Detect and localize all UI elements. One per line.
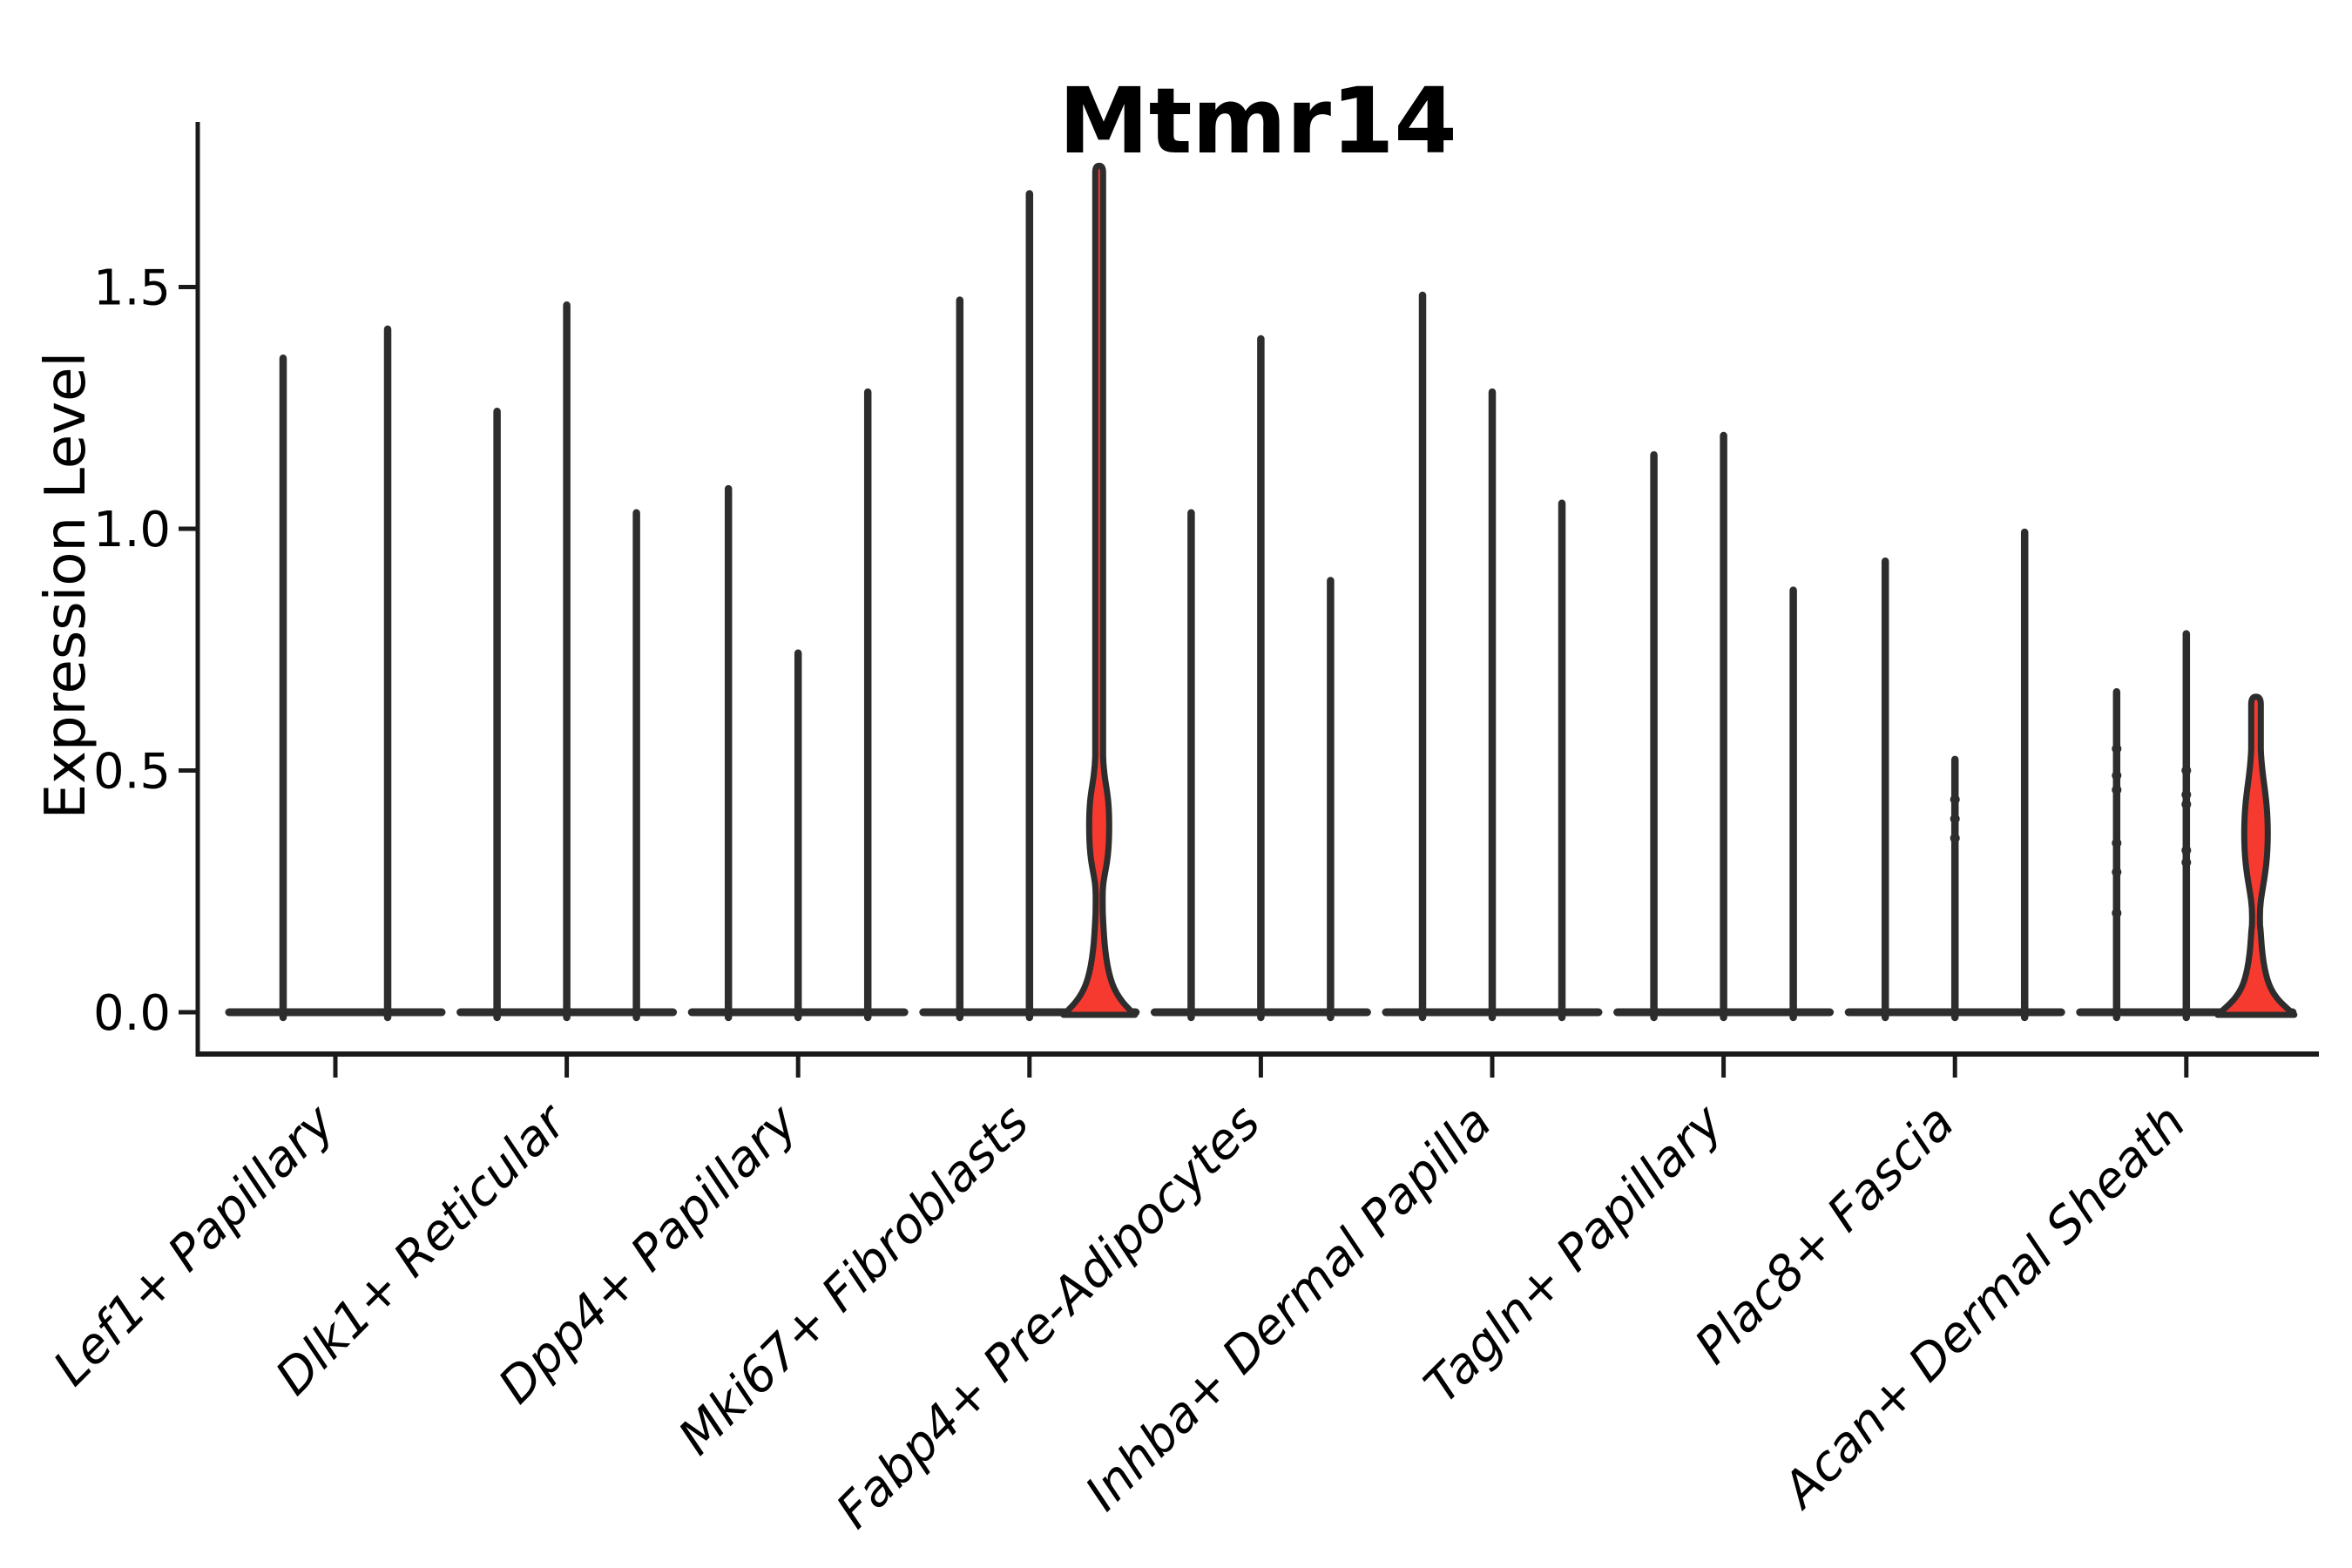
expression-point	[2112, 838, 2122, 848]
x-tick-label: Acan+ Dermal Sheath	[1771, 1094, 2197, 1520]
expression-point	[1950, 814, 1960, 824]
expression-point	[2181, 845, 2192, 855]
expression-point	[2112, 744, 2122, 754]
expression-point	[2112, 867, 2122, 877]
y-tick-label: 1.0	[93, 502, 171, 558]
expression-point	[2181, 799, 2192, 809]
expression-point	[2112, 770, 2122, 781]
chart-title: Mtmr14	[1058, 68, 1457, 174]
y-tick-label: 1.5	[93, 260, 171, 317]
x-tick-label: Fabp4+ Pre-Adipocytes	[826, 1094, 1271, 1539]
expression-point	[2181, 857, 2192, 868]
expression-point	[1950, 833, 1960, 843]
expression-point	[2112, 785, 2122, 795]
highlighted-violin	[2214, 693, 2298, 1018]
x-tick-label: Inhba+ Dermal Papilla	[1075, 1094, 1503, 1522]
expression-point	[2181, 766, 2192, 775]
expression-point	[2112, 908, 2122, 918]
y-tick-label: 0.5	[93, 744, 171, 801]
expression-point	[2181, 789, 2192, 800]
expression-point	[1950, 794, 1960, 805]
y-tick-label: 0.0	[93, 985, 171, 1042]
y-axis-label: Expression Level	[34, 351, 98, 820]
highlighted-violin	[1060, 162, 1139, 1018]
